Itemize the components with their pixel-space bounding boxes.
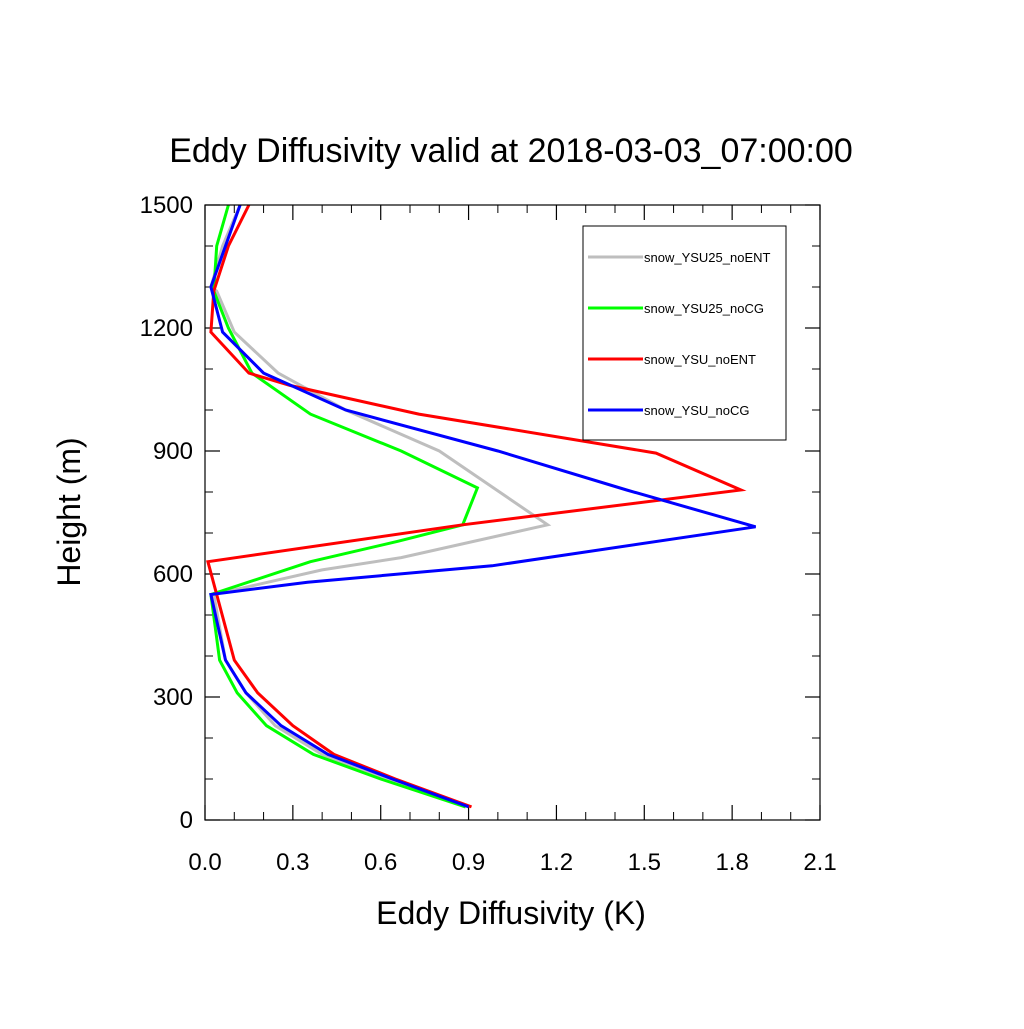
y-tick-label: 300 — [153, 684, 193, 711]
y-tick-label: 0 — [180, 807, 193, 834]
series-line-snow_YSU_noCG — [209, 204, 757, 809]
axis-ticks: 0.0 0.3 0.6 0.9 1.2 1.5 1.8 2.1 0 300 600 900 1200 15… — [140, 192, 837, 876]
legend-label: snow_YSU_noCG — [644, 403, 750, 418]
legend: snow_YSU25_noENT snow_YSU25_noCG snow_YSU_… — [582, 225, 787, 441]
x-tick-label: 0.3 — [276, 849, 309, 876]
series-lines — [206, 204, 757, 809]
x-tick-label: 2.1 — [803, 849, 836, 876]
x-axis-label: Eddy Diffusivity (K) — [376, 895, 646, 931]
chart-title: Eddy Diffusivity valid at 2018-03-03_07:… — [169, 132, 853, 170]
plot-frame — [204, 204, 821, 821]
x-tick-label: 1.8 — [715, 849, 748, 876]
y-tick-label: 600 — [153, 561, 193, 588]
y-tick-label: 1200 — [140, 315, 193, 342]
y-tick-label: 900 — [153, 438, 193, 465]
y-tick-label: 1500 — [140, 192, 193, 219]
legend-label: snow_YSU25_noENT — [644, 250, 771, 265]
x-tick-label: 0.6 — [364, 849, 397, 876]
x-tick-label: 0.9 — [452, 849, 485, 876]
legend-label: snow_YSU_noENT — [644, 352, 756, 367]
x-tick-label: 1.2 — [540, 849, 573, 876]
y-axis-label: Height (m) — [51, 437, 87, 586]
series-line-snow_YSU25_noENT — [209, 204, 552, 809]
x-tick-label: 1.5 — [628, 849, 661, 876]
series-line-snow_YSU25_noCG — [209, 204, 480, 809]
legend-box — [582, 225, 787, 441]
legend-label: snow_YSU25_noCG — [644, 301, 764, 316]
x-tick-label: 0.0 — [188, 849, 221, 876]
series-line-snow_YSU_noENT — [206, 204, 747, 809]
